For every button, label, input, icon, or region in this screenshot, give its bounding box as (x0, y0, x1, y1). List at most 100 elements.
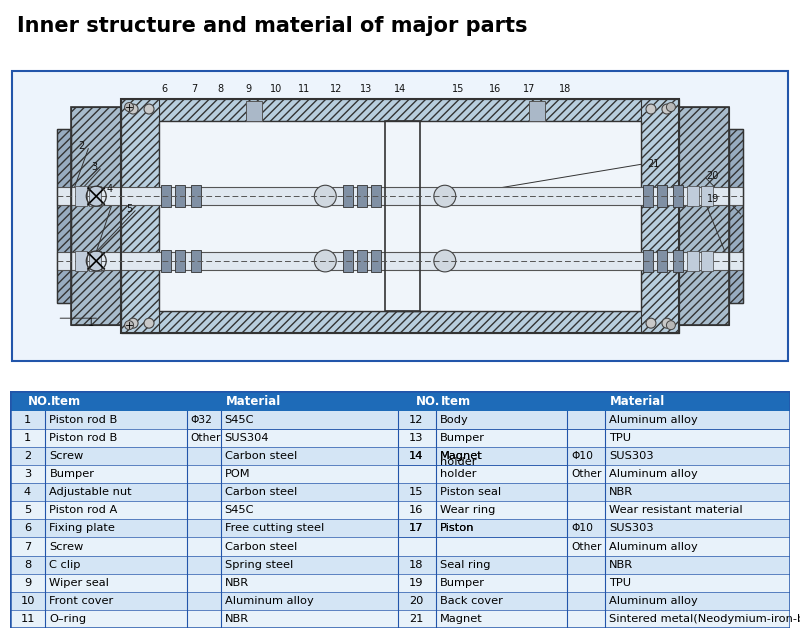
Text: Sintered metal(Neodymium-iron-boron): Sintered metal(Neodymium-iron-boron) (609, 614, 800, 624)
Text: Aluminum alloy: Aluminum alloy (609, 469, 698, 479)
Text: 15: 15 (451, 84, 464, 94)
Text: Carbon steel: Carbon steel (225, 541, 297, 551)
Bar (191, 250, 201, 272)
Bar (175, 186, 185, 207)
Text: Bumper: Bumper (440, 577, 485, 587)
Text: NO.: NO. (416, 394, 440, 408)
Text: Inner structure and material of major parts: Inner structure and material of major pa… (18, 16, 528, 36)
Bar (371, 186, 381, 207)
Bar (75, 251, 87, 271)
Text: NBR: NBR (609, 560, 634, 570)
Text: 7: 7 (190, 84, 197, 94)
Text: holder: holder (440, 457, 476, 466)
Text: 18: 18 (559, 84, 571, 94)
Text: Piston seal: Piston seal (440, 487, 501, 497)
Text: Carbon steel: Carbon steel (225, 487, 297, 497)
Text: Bumper: Bumper (50, 469, 94, 479)
Text: Aluminum alloy: Aluminum alloy (609, 415, 698, 425)
Text: Φ10: Φ10 (571, 451, 594, 461)
Text: Wiper seal: Wiper seal (50, 577, 110, 587)
Text: Front cover: Front cover (50, 596, 114, 606)
Text: Item: Item (50, 394, 81, 408)
Circle shape (125, 103, 133, 111)
Text: 19: 19 (409, 577, 423, 587)
Text: Magnet: Magnet (440, 614, 482, 624)
Bar (701, 251, 713, 271)
Bar (90, 251, 102, 271)
Text: 17: 17 (523, 84, 536, 94)
Text: Bumper: Bumper (440, 433, 485, 443)
Text: 1: 1 (88, 318, 94, 328)
Bar (687, 186, 698, 206)
Bar (159, 121, 641, 311)
Text: SUS303: SUS303 (609, 451, 654, 461)
Bar (10, 610, 790, 628)
Bar (729, 129, 742, 304)
Text: 16: 16 (409, 505, 423, 516)
Text: 11: 11 (20, 614, 34, 624)
Text: TPU: TPU (609, 577, 631, 587)
Bar (385, 121, 420, 311)
Text: O–ring: O–ring (50, 614, 86, 624)
Text: TPU: TPU (609, 433, 631, 443)
Circle shape (128, 318, 138, 328)
Bar (673, 186, 683, 207)
Text: Aluminum alloy: Aluminum alloy (609, 541, 698, 551)
Text: Material: Material (226, 394, 281, 408)
Text: S45C: S45C (225, 505, 254, 516)
Text: Piston rod A: Piston rod A (50, 505, 118, 516)
Text: Other: Other (571, 541, 602, 551)
Text: Piston rod B: Piston rod B (50, 415, 118, 425)
Text: Piston: Piston (440, 524, 474, 533)
Text: 10: 10 (270, 84, 282, 94)
Bar (729, 129, 742, 304)
Circle shape (434, 186, 456, 207)
Text: Aluminum alloy: Aluminum alloy (609, 596, 698, 606)
Text: 16: 16 (489, 84, 501, 94)
Text: 8: 8 (218, 84, 224, 94)
Bar (687, 251, 698, 271)
Bar (641, 99, 679, 333)
Text: 4: 4 (24, 487, 31, 497)
Text: Wear resistant material: Wear resistant material (609, 505, 742, 516)
Bar (58, 187, 742, 205)
Bar (343, 186, 353, 207)
Bar (121, 99, 679, 333)
Text: 20: 20 (409, 596, 423, 606)
Circle shape (666, 321, 675, 329)
Circle shape (434, 250, 456, 272)
Bar (673, 250, 683, 272)
Bar (343, 250, 353, 272)
Text: Screw: Screw (50, 541, 84, 551)
Bar (679, 107, 729, 325)
Text: 14: 14 (394, 84, 406, 94)
Text: Carbon steel: Carbon steel (225, 451, 297, 461)
Text: 9: 9 (246, 84, 252, 94)
Bar (71, 107, 121, 325)
Text: POM: POM (225, 469, 250, 479)
Text: 9: 9 (24, 577, 31, 587)
Bar (10, 519, 790, 538)
Text: 6: 6 (24, 524, 31, 533)
Bar (191, 186, 201, 207)
Text: Piston: Piston (440, 524, 474, 533)
Bar (10, 391, 790, 411)
Bar (385, 121, 420, 311)
Bar (357, 186, 367, 207)
Text: 15: 15 (409, 487, 423, 497)
Text: 11: 11 (298, 84, 310, 94)
Text: 21: 21 (647, 159, 659, 169)
Text: 1: 1 (24, 415, 31, 425)
Bar (701, 186, 713, 206)
Text: Screw: Screw (50, 451, 84, 461)
Text: 7: 7 (24, 541, 31, 551)
Text: Piston rod B: Piston rod B (50, 433, 118, 443)
Text: 13: 13 (409, 433, 423, 443)
Circle shape (144, 318, 154, 328)
Text: Wear ring: Wear ring (440, 505, 495, 516)
Text: 6: 6 (161, 84, 167, 94)
Bar (10, 465, 790, 483)
Text: Other: Other (191, 433, 222, 443)
Text: Magnet: Magnet (440, 451, 482, 461)
Text: Other: Other (571, 469, 602, 479)
